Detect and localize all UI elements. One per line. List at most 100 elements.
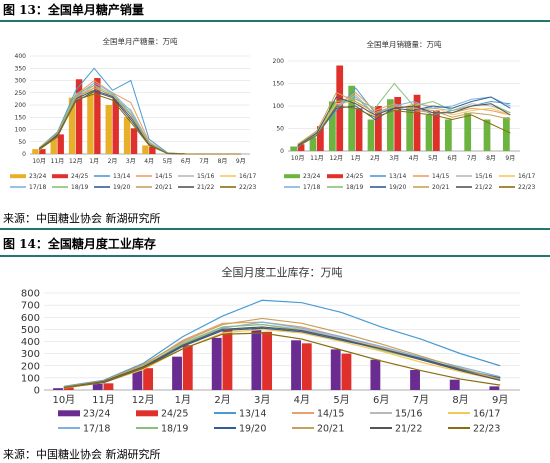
chart-title: 全国月度工业库存：万吨 — [222, 265, 343, 279]
legend-label-16-17: 16/17 — [239, 173, 256, 180]
bar-23-24-11月 — [309, 137, 317, 151]
bar-24-25-2月 — [112, 98, 119, 154]
y-tick-label: 200 — [273, 58, 285, 65]
x-tick-label: 3月 — [254, 394, 270, 406]
legend-swatch-24-25 — [52, 174, 68, 179]
y-tick-label: 200 — [21, 361, 40, 372]
y-tick-label: 350 — [15, 65, 27, 72]
legend-label-23-24: 23/24 — [29, 173, 46, 180]
bar-23-24-7月 — [410, 369, 420, 390]
y-tick-label: 400 — [21, 337, 40, 348]
bar-23-24-4月 — [142, 145, 149, 154]
bar-24-25-10月 — [39, 149, 46, 154]
x-tick-label: 10月 — [32, 158, 46, 165]
y-tick-label: 600 — [21, 313, 40, 324]
x-tick-label: 4月 — [409, 155, 419, 162]
y-tick-label: 700 — [21, 301, 40, 312]
bar-23-24-1月 — [87, 90, 94, 154]
x-tick-label: 9月 — [492, 394, 508, 406]
bar-24-25-5月 — [341, 353, 352, 390]
legend-label-20-21: 20/21 — [432, 184, 449, 191]
bar-23-24-10月 — [32, 149, 39, 154]
bar-24-25-4月 — [149, 146, 156, 154]
legend-label-17-18: 17/18 — [29, 184, 46, 191]
y-tick-label: 100 — [273, 103, 285, 110]
line-series-22-23 — [63, 332, 501, 389]
figure-14-title: 图 14：全国糖月度工业库存 — [3, 237, 156, 251]
x-tick-label: 12月 — [330, 155, 344, 162]
line-series-13-14 — [63, 299, 501, 387]
bar-23-24-6月 — [370, 359, 381, 390]
bar-24-25-1月 — [94, 78, 101, 154]
x-tick-label: 4月 — [144, 158, 154, 165]
bar-23-24-4月 — [406, 106, 414, 151]
legend-swatch-23-24 — [284, 174, 300, 179]
sales-chart: 全国单月销糖量：万吨 0 50 100 150 200 10月 11月 12月 1月 2月 3月 4月 5… — [273, 39, 536, 191]
y-tick-label: 100 — [21, 373, 40, 384]
legend-label-23-24: 23/24 — [303, 173, 320, 180]
bar-23-24-6月 — [444, 119, 452, 151]
legend-label-16-17: 16/17 — [518, 173, 535, 180]
bar-23-24-5月 — [330, 349, 341, 390]
legend-label-24-25: 24/25 — [161, 408, 188, 419]
x-tick-label: 2月 — [214, 394, 230, 406]
legend-label-20-21: 20/21 — [155, 184, 172, 191]
line-series-14-15 — [63, 321, 501, 388]
legend-label-15-16: 15/16 — [395, 408, 422, 419]
y-tick-label: 400 — [15, 53, 27, 60]
bar-23-24-8月 — [449, 379, 460, 390]
x-tick-label: 3月 — [389, 155, 399, 162]
bar-24-25-11月 — [317, 126, 324, 151]
x-tick-label: 7月 — [199, 158, 209, 165]
bar-23-24-1月 — [348, 85, 356, 151]
figure-13-top-rule — [0, 20, 550, 22]
legend-label-17-18: 17/18 — [303, 184, 320, 191]
production-chart: 全国单月产糖量：万吨 0 50 100 150 200 250 300 350 400 10月 11月… — [10, 36, 256, 191]
x-tick-label: 2月 — [108, 158, 118, 165]
bar-24-25-2月 — [222, 329, 233, 390]
bar-23-24-9月 — [489, 386, 500, 390]
legend-label-15-16: 15/16 — [475, 173, 492, 180]
legend-label-14-15: 14/15 — [155, 173, 172, 180]
y-tick-label: 500 — [21, 325, 40, 336]
legend-label-21-22: 21/22 — [475, 184, 492, 191]
y-tick-label: 300 — [21, 349, 40, 360]
legend-label-18-19: 18/19 — [71, 184, 88, 191]
line-series-20-21 — [63, 317, 501, 388]
y-tick-label: 150 — [15, 114, 27, 121]
legend-label-22-23: 22/23 — [518, 184, 535, 191]
legend-label-24-25: 24/25 — [346, 173, 363, 180]
y-tick-label: 0 — [22, 151, 26, 158]
bar-23-24-12月 — [68, 97, 76, 154]
legend-label-19-20: 19/20 — [113, 184, 130, 191]
x-tick-label: 9月 — [505, 155, 515, 162]
bar-24-25-3月 — [394, 97, 402, 151]
bar-23-24-2月 — [367, 119, 375, 151]
bar-24-25-12月 — [143, 368, 154, 390]
bar-23-24-11月 — [92, 383, 103, 390]
x-tick-label: 12月 — [132, 394, 155, 406]
bar-24-25-12月 — [75, 79, 83, 154]
bar-24-25-10月 — [297, 144, 305, 151]
legend-label-13-14: 13/14 — [239, 408, 266, 419]
bar-23-24-12月 — [328, 101, 336, 151]
x-tick-label: 1月 — [351, 155, 361, 162]
line-series-21-22 — [63, 326, 501, 389]
figure-13-source: 来源：中国糖业协会 新湖研究所 — [3, 212, 161, 225]
bar-23-24-3月 — [123, 117, 131, 154]
bar-24-25-2月 — [375, 106, 382, 151]
x-tick-label: 11月 — [92, 394, 115, 406]
x-tick-label: 11月 — [51, 158, 65, 165]
legend-label-17-18: 17/18 — [83, 423, 110, 434]
legend-label-24-25: 24/25 — [71, 173, 88, 180]
line-series-16-17 — [63, 328, 501, 389]
x-tick-label: 10月 — [52, 394, 75, 406]
x-tick-label: 4月 — [294, 394, 310, 406]
y-tick-label: 50 — [18, 139, 26, 146]
legend-label-16-17: 16/17 — [473, 408, 500, 419]
legend-swatch-24-25 — [327, 174, 343, 179]
x-tick-label: 2月 — [370, 155, 380, 162]
bar-23-24-11月 — [50, 136, 57, 154]
y-tick-label: 0 — [34, 386, 40, 397]
